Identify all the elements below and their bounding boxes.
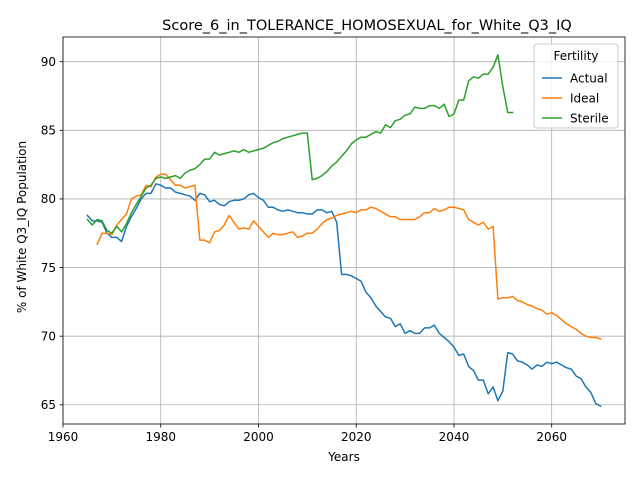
y-tick-label: 70 [41,329,56,343]
legend-title: Fertility [553,49,598,63]
y-tick-label: 85 [41,124,56,138]
x-axis-label: Years [327,450,360,464]
x-tick-label: 1960 [48,430,79,444]
chart-title: Score_6_in_TOLERANCE_HOMOSEXUAL_for_Whit… [162,18,572,34]
x-axis-ticks: 1960 1980 2000 2020 2040 2060 [48,424,567,444]
legend-label-actual: Actual [570,71,608,85]
y-tick-label: 90 [41,55,56,69]
legend: Fertility Actual Ideal Sterile [533,43,619,129]
x-tick-label: 2000 [243,430,274,444]
legend-box [533,43,619,129]
y-tick-label: 65 [41,398,56,412]
legend-label-ideal: Ideal [570,91,599,105]
x-tick-label: 2040 [439,430,470,444]
y-axis-ticks: 65 70 75 80 85 90 [41,55,63,412]
y-tick-label: 80 [41,192,56,206]
grid [62,37,625,424]
series-lines [86,54,602,408]
legend-label-sterile: Sterile [570,111,609,125]
series-line-sterile [86,54,514,234]
plot-frame [62,36,626,425]
y-axis-label: % of White Q3_IQ Population [15,141,29,313]
x-tick-label: 2060 [536,430,567,444]
series-line-actual [86,183,602,408]
y-tick-label: 75 [41,261,56,275]
x-tick-label: 2020 [341,430,372,444]
x-tick-label: 1980 [145,430,176,444]
series-line-ideal [96,173,602,340]
